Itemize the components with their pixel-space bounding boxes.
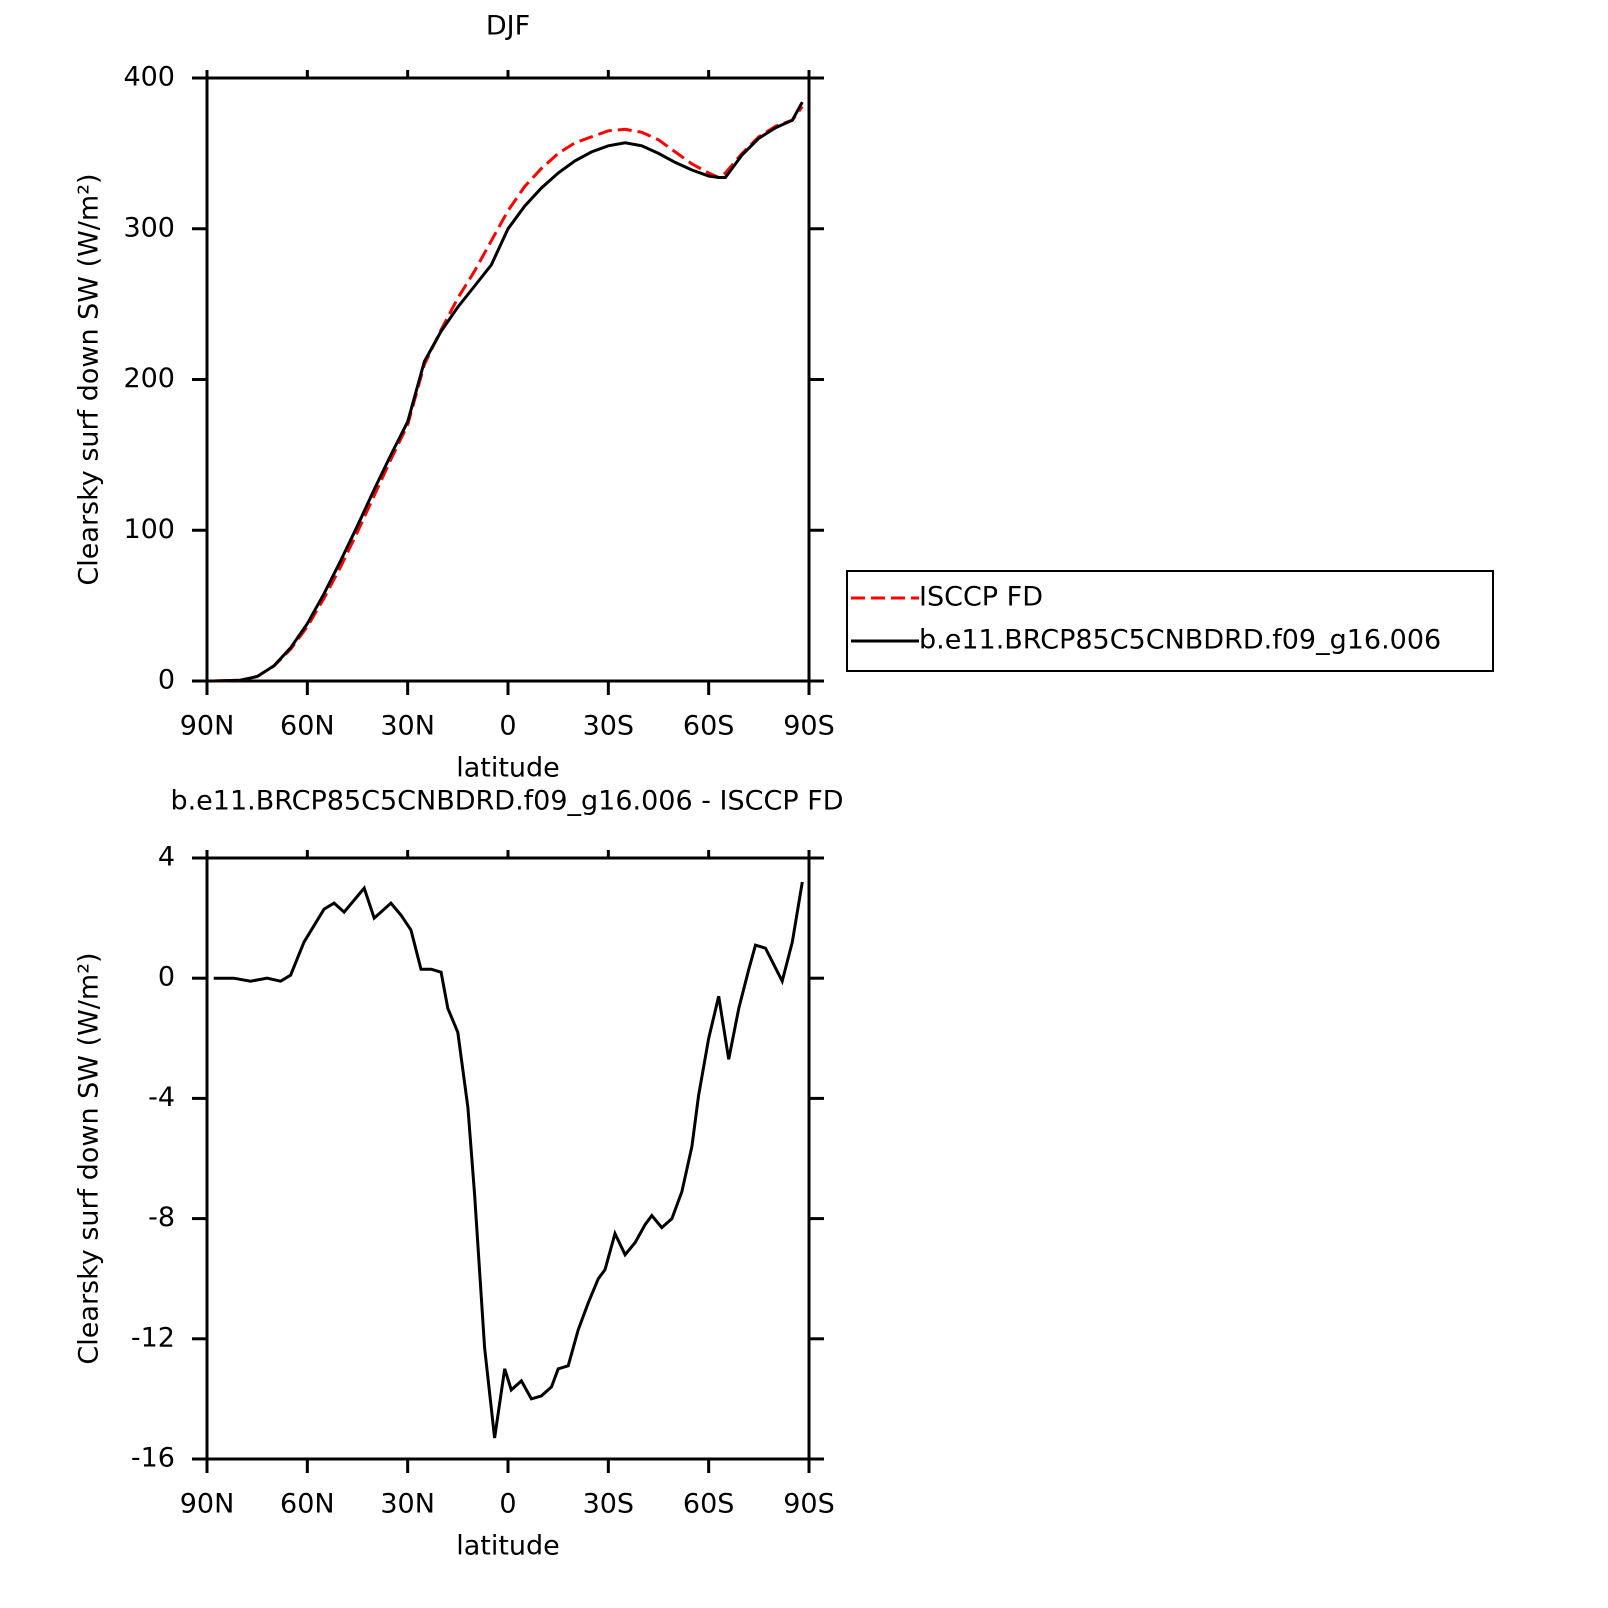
data-line [213, 101, 804, 683]
x-tick-label: 90N [180, 1489, 235, 1520]
y-tick-label: -8 [148, 1202, 175, 1233]
y-tick-label: 400 [123, 62, 175, 93]
chart-title: DJF [486, 11, 530, 42]
x-tick-label: 60N [280, 1489, 335, 1520]
x-tick-label: 30S [583, 1489, 635, 1520]
y-tick-label: 300 [123, 212, 175, 243]
legend-label: b.e11.BRCP85C5CNBDRD.f09_g16.006 [919, 625, 1441, 656]
x-tick-label: 60S [683, 1489, 735, 1520]
y-tick-label: -4 [148, 1082, 175, 1113]
y-tick-label: -12 [131, 1322, 175, 1353]
y-axis-label: Clearsky surf down SW (W/m²) [74, 952, 105, 1364]
y-tick-label: 4 [158, 842, 175, 873]
x-tick-label: 90S [783, 1489, 835, 1520]
y-tick-label: 100 [123, 514, 175, 545]
x-tick-label: 30N [380, 711, 435, 742]
y-tick-label: 0 [158, 962, 175, 993]
legend-label: ISCCP FD [919, 582, 1043, 613]
x-tick-label: 90N [180, 711, 235, 742]
x-tick-label: 90S [783, 711, 835, 742]
legend-box [846, 570, 1494, 672]
x-axis-label: latitude [456, 1531, 560, 1562]
y-axis-label: Clearsky surf down SW (W/m²) [74, 173, 105, 585]
y-tick-label: 200 [123, 363, 175, 394]
panel: -16 -12 -8 -4 0 4 90N 60N 30N 0 30S 60S 90S latitude C… [74, 786, 844, 1562]
y-tick-label: -16 [131, 1443, 175, 1474]
x-tick-label: 0 [499, 1489, 516, 1520]
y-tick-label: 0 [158, 665, 175, 696]
panel: 0 100 200 300 400 90N 60N 30N 0 30S 60S 90S latitude… [74, 11, 1494, 784]
chart-title: b.e11.BRCP85C5CNBDRD.f09_g16.006 - ISCCP… [170, 786, 843, 817]
legend: ISCCP FD b.e11.BRCP85C5CNBDRD.f09_g16.006 [846, 570, 1494, 672]
plot-frame [205, 76, 811, 683]
x-tick-label: 60N [280, 711, 335, 742]
data-line [213, 881, 804, 1439]
x-tick-label: 30S [583, 711, 635, 742]
x-tick-label: 30N [380, 1489, 435, 1520]
data-line [213, 105, 804, 683]
x-axis-label: latitude [456, 753, 560, 784]
plot-frame [205, 856, 811, 1461]
x-tick-label: 0 [499, 711, 516, 742]
x-tick-label: 60S [683, 711, 735, 742]
